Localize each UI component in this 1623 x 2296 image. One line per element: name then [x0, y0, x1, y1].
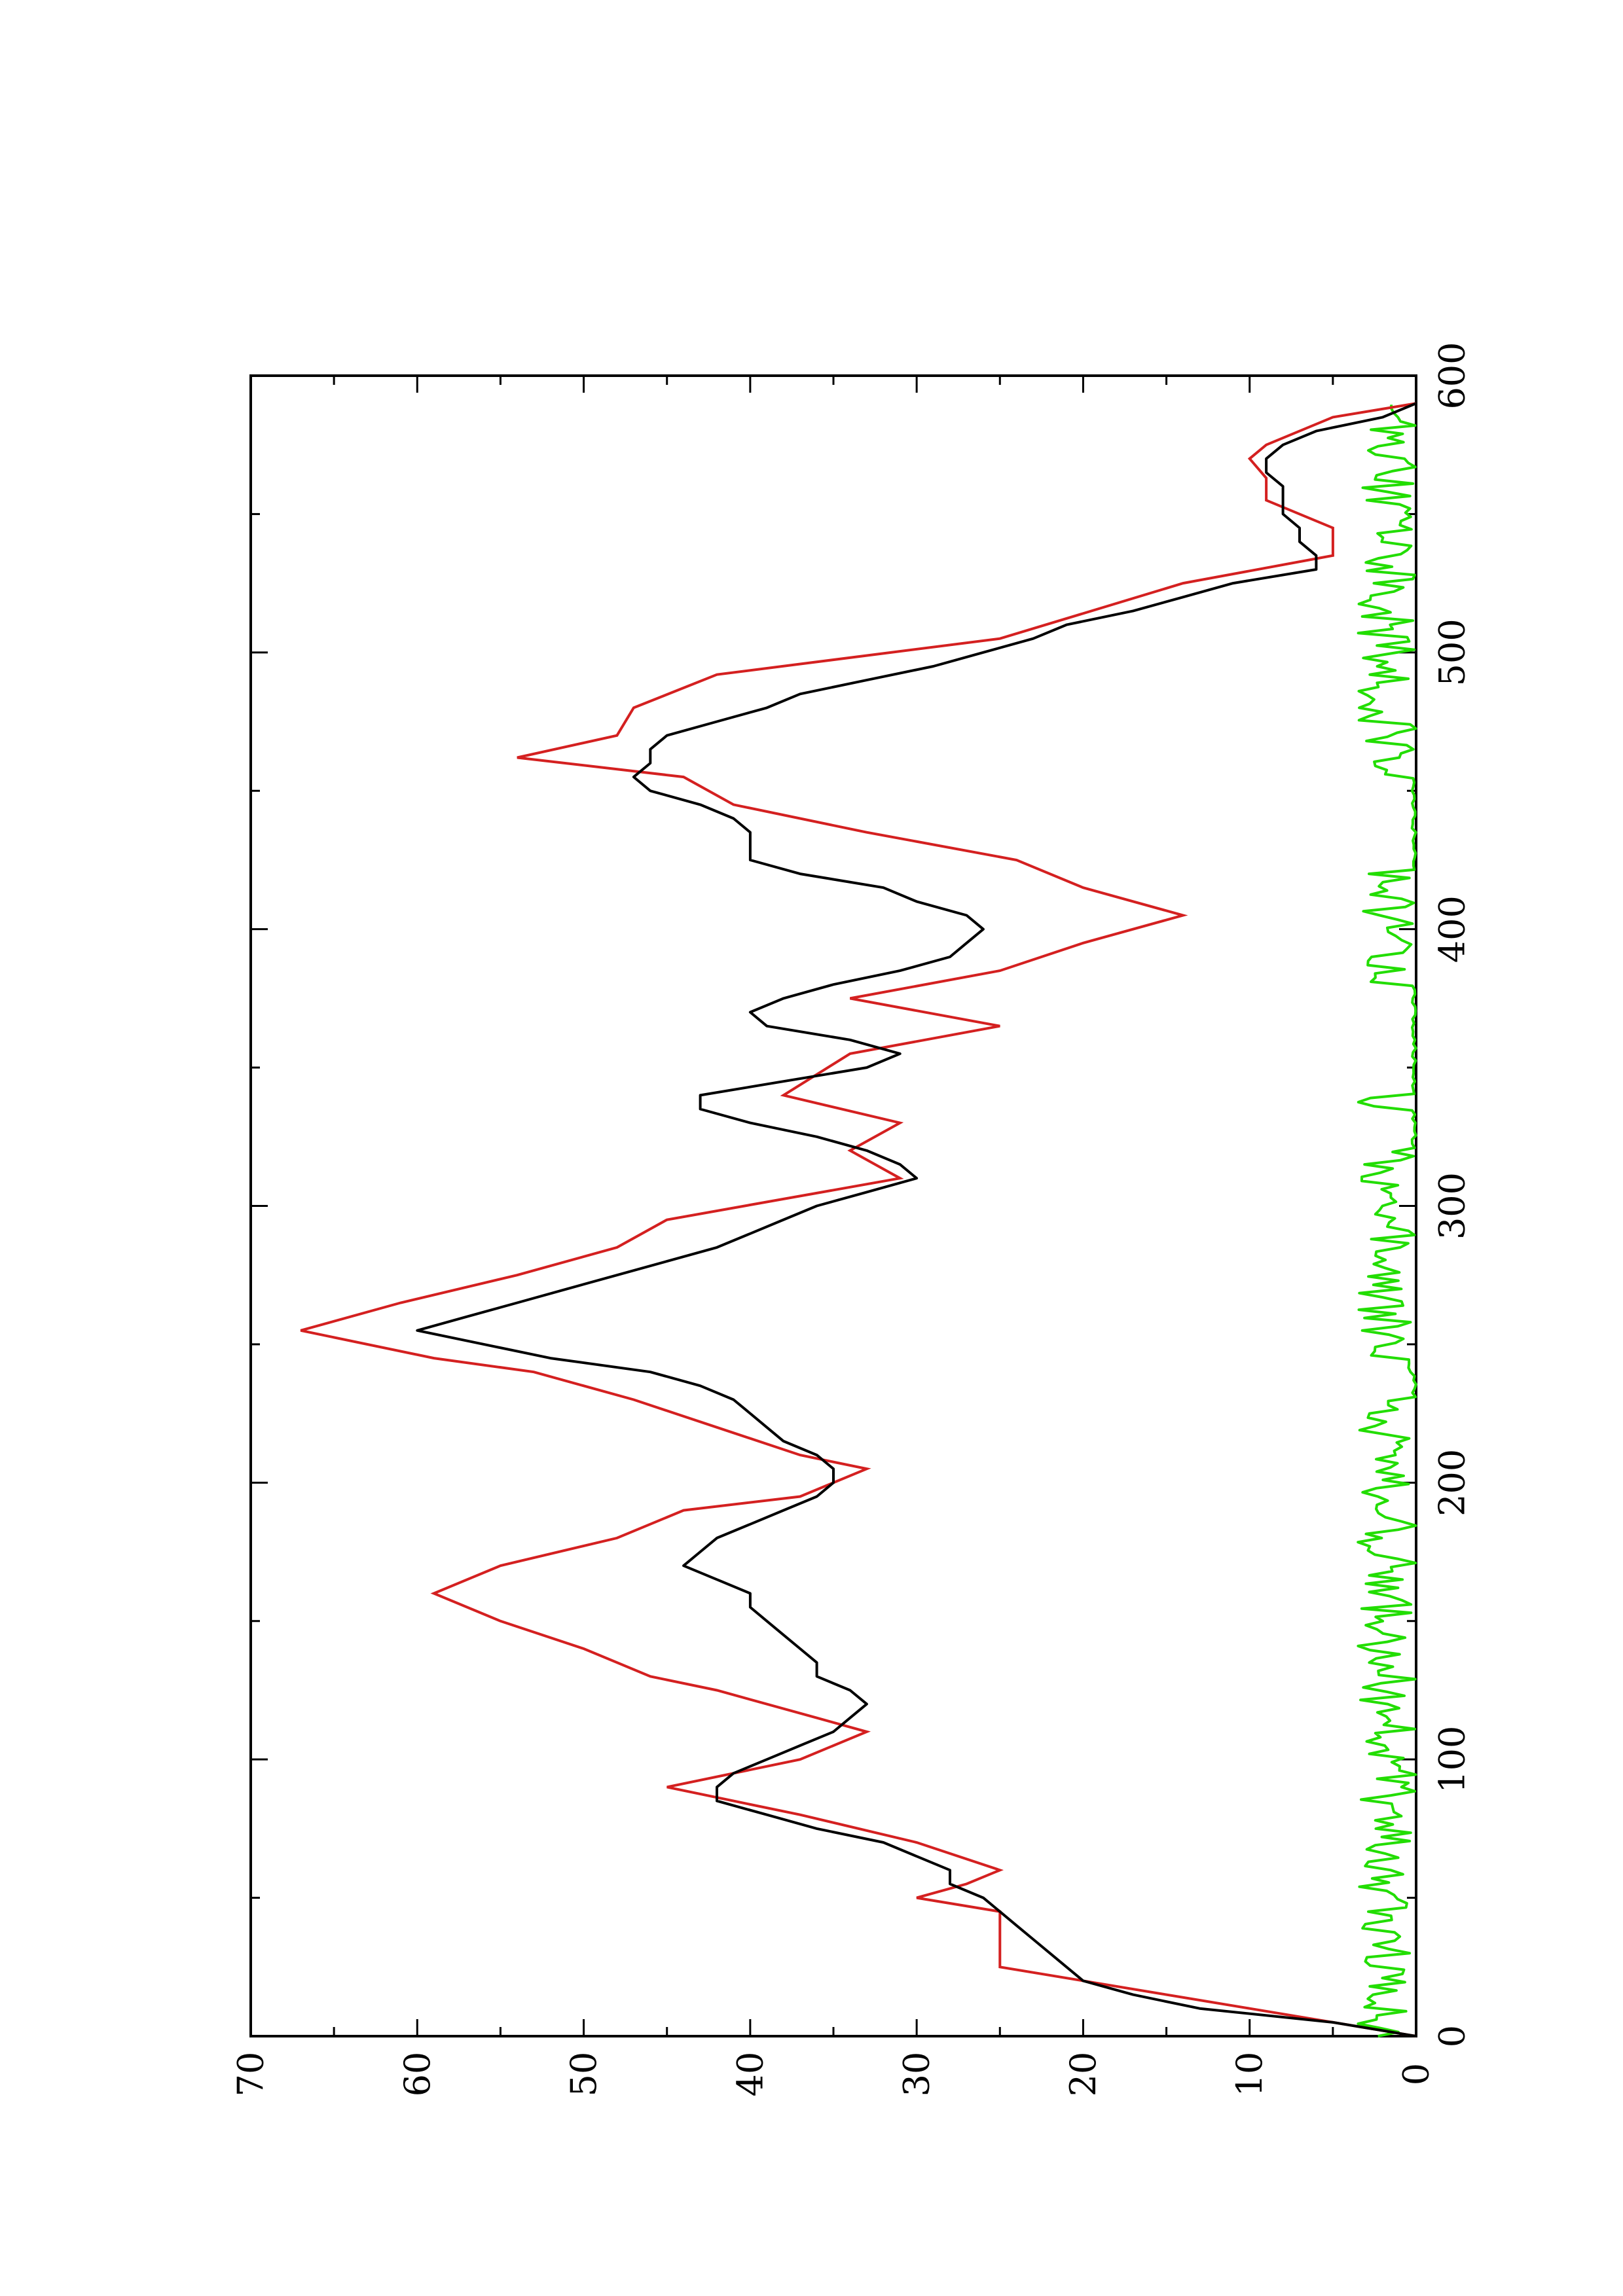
plot-frame — [249, 374, 1417, 2037]
y-axis-tick-labels: 0 10 20 30 40 50 60 70 — [230, 2052, 1437, 2097]
y-tick-label: 70 — [230, 2052, 272, 2097]
x-tick-label: 500 — [1432, 619, 1473, 686]
x-tick-label: 0 — [1432, 2025, 1473, 2047]
y-tick-label: 0 — [1396, 2063, 1437, 2085]
x-axis-ticks — [251, 374, 1416, 2037]
series-red-line — [300, 402, 1417, 2037]
y-tick-label: 10 — [1229, 2052, 1270, 2097]
y-tick-label: 50 — [563, 2052, 604, 2097]
x-tick-label: 400 — [1432, 895, 1473, 963]
y-tick-label: 30 — [896, 2052, 938, 2097]
y-axis-ticks — [249, 376, 1417, 2036]
series-layer — [300, 402, 1417, 2037]
y-tick-label: 40 — [729, 2052, 771, 2097]
series-black-line — [416, 402, 1417, 2037]
y-tick-label: 60 — [397, 2052, 438, 2097]
x-tick-label: 100 — [1432, 1726, 1473, 1793]
x-tick-label: 200 — [1432, 1449, 1473, 1516]
y-tick-label: 20 — [1063, 2052, 1104, 2097]
x-tick-label: 600 — [1432, 342, 1473, 409]
x-tick-label: 300 — [1432, 1172, 1473, 1240]
series-green-line — [1357, 404, 1417, 2037]
x-axis-tick-labels: 0 100 200 300 400 500 600 — [1432, 342, 1473, 2047]
